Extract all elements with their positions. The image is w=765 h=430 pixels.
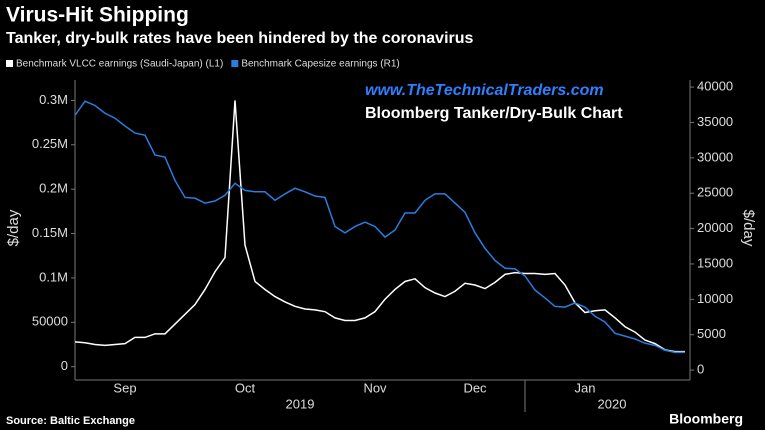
- y-axis-title: $/day: [5, 209, 22, 246]
- year-label: 2020: [598, 396, 627, 411]
- watermark-url: www.TheTechnicalTraders.com: [365, 82, 604, 99]
- y2-tick-label: 20000: [697, 220, 733, 235]
- legend-label: Benchmark VLCC earnings (Saudi-Japan) (L…: [16, 59, 223, 70]
- x-tick-label: Dec: [463, 380, 487, 395]
- chart-title: Virus-Hit Shipping: [6, 4, 189, 27]
- chart-subtitle: Tanker, dry-bulk rates have been hindere…: [6, 30, 474, 47]
- y2-tick-label: 35000: [697, 114, 733, 129]
- year-label: 2019: [286, 396, 315, 411]
- y2-tick-label: 0: [697, 362, 704, 377]
- overlay-label: Bloomberg Tanker/Dry-Bulk Chart: [365, 105, 623, 122]
- series-line: [74, 100, 685, 354]
- source-note: Source: Baltic Exchange: [6, 415, 135, 427]
- y-tick-label: 0.15M: [32, 225, 68, 240]
- y-tick-label: 0.1M: [39, 269, 68, 284]
- x-tick-label: Oct: [235, 380, 256, 395]
- y2-tick-label: 30000: [697, 149, 733, 164]
- legend-swatch: [231, 60, 239, 67]
- y-tick-label: 0: [61, 358, 68, 373]
- y2-axis-title: $/day: [740, 210, 757, 247]
- y-tick-label: 50000: [32, 314, 68, 329]
- y2-tick-label: 25000: [697, 185, 733, 200]
- series-line: [74, 100, 685, 353]
- x-tick-label: Nov: [363, 380, 387, 395]
- x-tick-label: Jan: [575, 380, 596, 395]
- x-tick-label: Sep: [113, 380, 136, 395]
- legend-swatch: [6, 60, 13, 67]
- y-tick-label: 0.2M: [39, 181, 68, 196]
- y2-tick-label: 40000: [697, 79, 733, 94]
- y-tick-label: 0.3M: [39, 92, 68, 107]
- y-tick-label: 0.25M: [32, 136, 68, 151]
- y2-tick-label: 15000: [697, 255, 733, 270]
- y2-tick-label: 5000: [697, 326, 726, 341]
- y2-tick-label: 10000: [697, 291, 733, 306]
- legend-label: Benchmark Capesize earnings (R1): [241, 59, 399, 70]
- brand-logo: Bloomberg: [669, 411, 743, 427]
